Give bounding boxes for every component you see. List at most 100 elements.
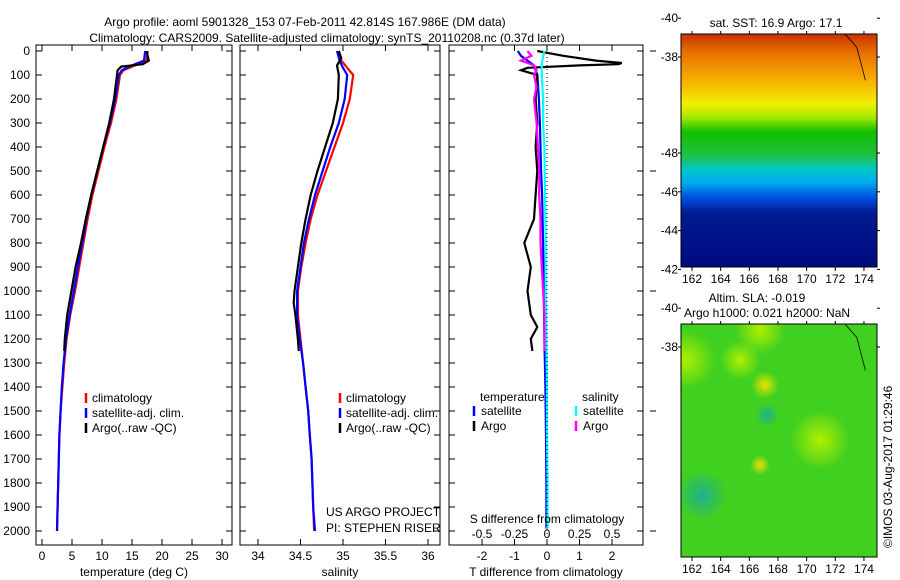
y-tick-label: 1600 xyxy=(3,428,30,442)
map-subtitle: Argo h1000: 0.021 h2000: NaN xyxy=(684,306,850,320)
x-axis-label: temperature (deg C) xyxy=(80,565,188,579)
legend-label: satellite-adj. clim. xyxy=(346,406,438,420)
salinity-panel: 34 34.5 35 35.5 36 salinity climatologysatelli… xyxy=(239,44,441,579)
s-tick-label: 0.25 xyxy=(568,527,592,541)
s-tick-label: 0 xyxy=(544,527,551,541)
y-tick-label: 1400 xyxy=(3,380,30,394)
lat-tick-label: -40 xyxy=(661,301,679,315)
series-group xyxy=(55,50,151,532)
map-title: Altim. SLA: -0.019 xyxy=(709,291,806,305)
credit-text: ©IMOS 03-Aug-2017 01:29:46 xyxy=(881,385,895,548)
y-tick-label: 1500 xyxy=(3,404,30,418)
y-tick-label: 600 xyxy=(10,188,30,202)
temperature-panel: 0 5 10 15 20 25 30 temperature (deg C) 0 100 200 30… xyxy=(3,44,233,579)
x-axis-label: salinity xyxy=(322,565,359,579)
lon-tick-label: 172 xyxy=(825,272,845,286)
y-tick-label: 1800 xyxy=(3,476,30,490)
x-tick-label: 2 xyxy=(609,549,616,563)
map-title: sat. SST: 16.9 Argo: 17.1 xyxy=(710,16,843,30)
x-tick-label: 1 xyxy=(576,549,583,563)
legend-label: climatology xyxy=(346,391,406,405)
legend-label: Argo(..raw -QC) xyxy=(346,421,431,435)
x-tick-label: 15 xyxy=(125,549,139,563)
x-tick-label: -1 xyxy=(509,549,520,563)
y-tick-label: 1700 xyxy=(3,452,30,466)
s-axis-label: S difference from climatology xyxy=(470,512,625,526)
x-tick-label: 10 xyxy=(95,549,109,563)
map-frame xyxy=(680,33,878,268)
difference-panel: -2 -1 0 1 2 T difference from climatology -0.5… xyxy=(448,44,656,579)
legend-title-temperature: temperature xyxy=(480,390,545,404)
lon-tick-label: 172 xyxy=(825,562,845,576)
sla-anomaly xyxy=(790,410,850,470)
sst-field xyxy=(681,34,877,267)
x-tick-label: 0 xyxy=(544,549,551,563)
plot-frame xyxy=(35,44,233,546)
series-line-climatology xyxy=(296,50,355,532)
x-tick-label: -2 xyxy=(477,549,488,563)
x-tick-label: 35 xyxy=(336,549,350,563)
series-line-t-argo xyxy=(517,49,623,352)
north-island-land xyxy=(873,14,882,35)
lon-tick-label: 164 xyxy=(711,272,731,286)
map-frame xyxy=(680,323,878,558)
y-tick-label: 1000 xyxy=(3,284,30,298)
sla-map-panel: 162 164 166 168 170 172 174 -38 -40 -42 -44 -46 -48 A… xyxy=(661,146,882,576)
y-tick-label: 1200 xyxy=(3,332,30,346)
depth-contour xyxy=(844,34,866,81)
lon-tick-label: 174 xyxy=(854,272,874,286)
sla-anomaly xyxy=(720,340,760,380)
series-line-argo-raw-qc- xyxy=(292,50,343,352)
series-line-argo-raw-qc- xyxy=(63,50,151,352)
lat-tick-label: -46 xyxy=(661,185,679,199)
sla-anomaly xyxy=(750,455,770,475)
lon-tick-label: 166 xyxy=(739,272,759,286)
legend-label: satellite-adj. clim. xyxy=(92,406,184,420)
y-tick-label: 100 xyxy=(10,68,30,82)
lat-tick-label: -38 xyxy=(661,340,679,354)
y-tick-label: 900 xyxy=(10,260,30,274)
figure-title-line1: Argo profile: aoml 5901328_153 07-Feb-20… xyxy=(104,15,505,29)
y-tick-label: 200 xyxy=(10,92,30,106)
plot-frame xyxy=(448,44,644,546)
lon-tick-label: 166 xyxy=(739,562,759,576)
lon-tick-label: 162 xyxy=(682,562,702,576)
y-tick-label: 300 xyxy=(10,116,30,130)
legend-label: climatology xyxy=(92,391,152,405)
s-tick-label: -0.25 xyxy=(501,527,529,541)
x-tick-label: 25 xyxy=(185,549,199,563)
lon-tick-label: 162 xyxy=(682,272,702,286)
y-tick-label: 700 xyxy=(10,212,30,226)
y-tick-label: 1100 xyxy=(4,308,30,322)
series-group xyxy=(516,49,623,529)
y-tick-label: 400 xyxy=(10,140,30,154)
x-tick-label: 0 xyxy=(39,549,46,563)
y-tick-label: 1300 xyxy=(3,356,30,370)
x-tick-label: 35.5 xyxy=(374,549,398,563)
y-tick-label: 800 xyxy=(10,236,30,250)
figure-title-line2: Climatology: CARS2009. Satellite-adjuste… xyxy=(89,31,564,45)
north-island-land xyxy=(873,304,882,325)
lon-tick-label: 170 xyxy=(797,272,817,286)
lon-tick-label: 168 xyxy=(768,272,788,286)
sla-anomaly xyxy=(681,470,727,520)
x-axis-label: T difference from climatology xyxy=(469,565,623,579)
x-tick-label: 34 xyxy=(251,549,265,563)
map-field xyxy=(681,14,882,267)
series-line-s-argo xyxy=(518,50,546,351)
legend-label: Argo xyxy=(481,419,507,433)
s-tick-label: -0.5 xyxy=(472,527,493,541)
sla-anomaly xyxy=(681,330,715,390)
y-tick-label: 1900 xyxy=(3,500,30,514)
series-group xyxy=(292,50,355,532)
sst-map-panel: 162 164 166 168 170 172 174 -38 -40 -42 -44 -46 -48 s… xyxy=(661,11,882,286)
x-tick-label: 34.5 xyxy=(289,549,313,563)
legend-label: Argo xyxy=(583,419,609,433)
y-tick-label: 0 xyxy=(23,44,30,58)
x-tick-label: 36 xyxy=(421,549,435,563)
lon-tick-label: 164 xyxy=(711,562,731,576)
depth-contour xyxy=(844,324,866,371)
lon-tick-label: 170 xyxy=(797,562,817,576)
y-tick-label: 500 xyxy=(10,164,30,178)
